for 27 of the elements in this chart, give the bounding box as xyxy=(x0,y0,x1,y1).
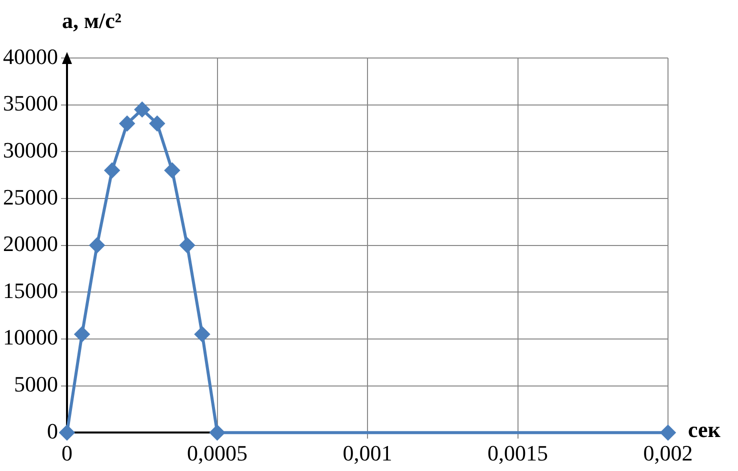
y-tick-label: 40000 xyxy=(3,44,58,69)
point xyxy=(74,326,90,342)
y-tick-label: 35000 xyxy=(3,90,58,116)
point xyxy=(120,116,135,132)
point xyxy=(180,238,195,253)
x-axis-title: сек xyxy=(688,416,720,443)
x-tick-label: 0,001 xyxy=(342,440,392,466)
point xyxy=(60,425,74,440)
point xyxy=(164,162,180,178)
point xyxy=(104,162,120,178)
y-tick-label: 25000 xyxy=(3,184,58,210)
y-axis-title: а, м/с² xyxy=(62,8,122,34)
point xyxy=(150,116,165,132)
point xyxy=(660,425,676,440)
y-tick-label: 20000 xyxy=(3,231,58,256)
y-tick-label: 10000 xyxy=(3,324,58,350)
y-tick-label: 0 xyxy=(47,418,58,444)
point xyxy=(210,425,225,440)
point xyxy=(90,238,105,253)
point xyxy=(194,326,210,342)
y-tick-label: 30000 xyxy=(3,137,58,162)
y-tick-label: 5000 xyxy=(14,372,58,397)
x-tick-label: 0,0005 xyxy=(187,440,248,466)
y-tick-label: 15000 xyxy=(3,278,58,303)
x-tick-label: 0,002 xyxy=(643,440,693,466)
point xyxy=(134,102,150,118)
x-tick-label: 0,0015 xyxy=(488,440,548,466)
